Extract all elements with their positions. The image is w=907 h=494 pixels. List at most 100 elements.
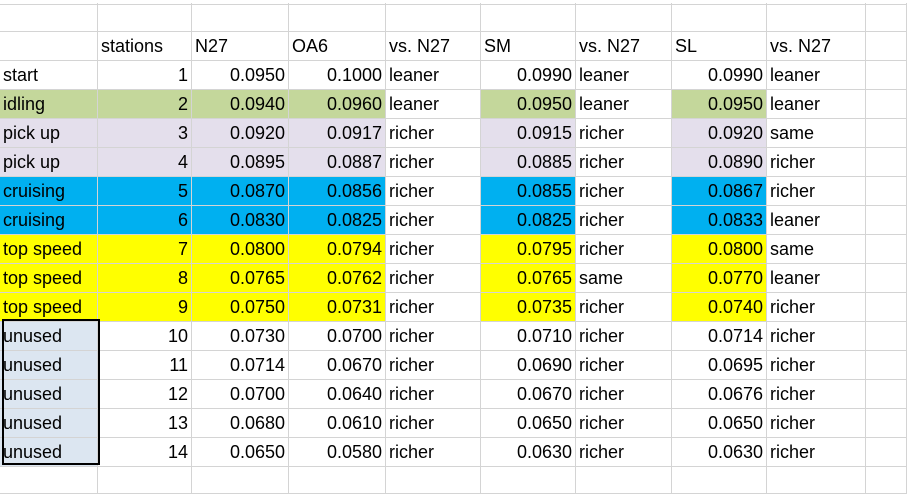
cell-n27[interactable]: 0.0830 <box>192 206 289 235</box>
cell-sm[interactable]: 0.0670 <box>481 380 576 409</box>
cell-vs2[interactable]: richer <box>576 293 672 322</box>
cell-sm[interactable]: 0.0825 <box>481 206 576 235</box>
cell-empty[interactable] <box>866 380 907 409</box>
cell-n27[interactable]: 0.0800 <box>192 235 289 264</box>
cell-sm[interactable]: 0.0950 <box>481 90 576 119</box>
cell-label[interactable]: cruising <box>0 177 98 206</box>
cell-empty[interactable] <box>866 206 907 235</box>
hdr-vs-n27-3[interactable]: vs. N27 <box>767 32 866 61</box>
cell-n27[interactable]: 0.0700 <box>192 380 289 409</box>
cell-empty[interactable] <box>866 351 907 380</box>
cell-sm[interactable]: 0.0710 <box>481 322 576 351</box>
cell-sl[interactable]: 0.0650 <box>672 409 767 438</box>
cell-empty-top[interactable] <box>481 3 576 32</box>
cell-vs3[interactable]: leaner <box>767 264 866 293</box>
cell-oa6[interactable]: 0.0610 <box>289 409 386 438</box>
cell-empty-top[interactable] <box>576 3 672 32</box>
cell-sl[interactable]: 0.0950 <box>672 90 767 119</box>
cell-n27[interactable]: 0.0870 <box>192 177 289 206</box>
cell-sl[interactable]: 0.0800 <box>672 235 767 264</box>
hdr-n27[interactable]: N27 <box>192 32 289 61</box>
cell-vs1[interactable]: richer <box>386 148 481 177</box>
cell-vs1[interactable]: richer <box>386 380 481 409</box>
cell-vs1[interactable]: richer <box>386 119 481 148</box>
cell-empty-bottom[interactable] <box>672 467 767 494</box>
cell-vs3[interactable]: leaner <box>767 61 866 90</box>
cell-empty[interactable] <box>866 322 907 351</box>
cell-oa6[interactable]: 0.0731 <box>289 293 386 322</box>
hdr-vs-n27-2[interactable]: vs. N27 <box>576 32 672 61</box>
cell-station[interactable]: 8 <box>98 264 192 293</box>
cell-station[interactable]: 14 <box>98 438 192 467</box>
cell-oa6[interactable]: 0.0762 <box>289 264 386 293</box>
cell-oa6[interactable]: 0.0700 <box>289 322 386 351</box>
cell-vs2[interactable]: richer <box>576 351 672 380</box>
cell-sm[interactable]: 0.0855 <box>481 177 576 206</box>
cell-label[interactable]: unused <box>0 351 98 380</box>
cell-vs3[interactable]: richer <box>767 177 866 206</box>
cell-empty-bottom[interactable] <box>192 467 289 494</box>
cell-vs1[interactable]: richer <box>386 206 481 235</box>
cell-sl[interactable]: 0.0630 <box>672 438 767 467</box>
cell-vs3[interactable]: same <box>767 119 866 148</box>
cell-label[interactable]: unused <box>0 409 98 438</box>
cell-vs3[interactable]: leaner <box>767 90 866 119</box>
cell-sl[interactable]: 0.0676 <box>672 380 767 409</box>
cell-sm[interactable]: 0.0735 <box>481 293 576 322</box>
cell-vs2[interactable]: richer <box>576 235 672 264</box>
cell-vs1[interactable]: richer <box>386 351 481 380</box>
cell-empty-bottom[interactable] <box>386 467 481 494</box>
cell-oa6[interactable]: 0.0794 <box>289 235 386 264</box>
cell-vs3[interactable]: richer <box>767 293 866 322</box>
hdr-sl[interactable]: SL <box>672 32 767 61</box>
hdr-vs-n27-1[interactable]: vs. N27 <box>386 32 481 61</box>
cell-vs2[interactable]: richer <box>576 322 672 351</box>
cell-station[interactable]: 9 <box>98 293 192 322</box>
cell-vs3[interactable]: richer <box>767 148 866 177</box>
cell-oa6[interactable]: 0.1000 <box>289 61 386 90</box>
cell-sm[interactable]: 0.0885 <box>481 148 576 177</box>
cell-label[interactable]: unused <box>0 438 98 467</box>
cell-vs2[interactable]: richer <box>576 409 672 438</box>
cell-station[interactable]: 6 <box>98 206 192 235</box>
cell-empty-top[interactable] <box>98 3 192 32</box>
cell-sm[interactable]: 0.0765 <box>481 264 576 293</box>
cell-empty-bottom[interactable] <box>289 467 386 494</box>
cell-sl[interactable]: 0.0990 <box>672 61 767 90</box>
cell-oa6[interactable]: 0.0640 <box>289 380 386 409</box>
cell-sm[interactable]: 0.0630 <box>481 438 576 467</box>
cell-vs1[interactable]: leaner <box>386 90 481 119</box>
cell-station[interactable]: 11 <box>98 351 192 380</box>
cell-sm[interactable]: 0.0990 <box>481 61 576 90</box>
cell-label[interactable]: pick up <box>0 119 98 148</box>
cell-vs2[interactable]: richer <box>576 177 672 206</box>
cell-vs2[interactable]: richer <box>576 119 672 148</box>
cell-station[interactable]: 2 <box>98 90 192 119</box>
cell-n27[interactable]: 0.0730 <box>192 322 289 351</box>
cell-vs3[interactable]: richer <box>767 351 866 380</box>
cell-empty-bottom[interactable] <box>481 467 576 494</box>
cell-empty[interactable] <box>866 264 907 293</box>
cell-sm[interactable]: 0.0795 <box>481 235 576 264</box>
cell-n27[interactable]: 0.0950 <box>192 61 289 90</box>
cell-empty-top[interactable] <box>289 3 386 32</box>
cell-vs2[interactable]: richer <box>576 438 672 467</box>
cell-vs3[interactable]: same <box>767 235 866 264</box>
cell-vs1[interactable]: richer <box>386 322 481 351</box>
cell-n27[interactable]: 0.0895 <box>192 148 289 177</box>
cell-station[interactable]: 10 <box>98 322 192 351</box>
cell-vs1[interactable]: richer <box>386 438 481 467</box>
hdr-oa6[interactable]: OA6 <box>289 32 386 61</box>
cell-empty[interactable] <box>866 61 907 90</box>
cell-empty[interactable] <box>866 293 907 322</box>
cell-vs2[interactable]: same <box>576 264 672 293</box>
cell-n27[interactable]: 0.0680 <box>192 409 289 438</box>
cell-vs1[interactable]: richer <box>386 177 481 206</box>
cell-n27[interactable]: 0.0650 <box>192 438 289 467</box>
cell-empty-bottom[interactable] <box>576 467 672 494</box>
cell-vs3[interactable]: richer <box>767 322 866 351</box>
cell-empty-top[interactable] <box>767 3 866 32</box>
cell-vs3[interactable]: richer <box>767 409 866 438</box>
cell-empty[interactable] <box>866 438 907 467</box>
cell-empty-top[interactable] <box>0 3 98 32</box>
